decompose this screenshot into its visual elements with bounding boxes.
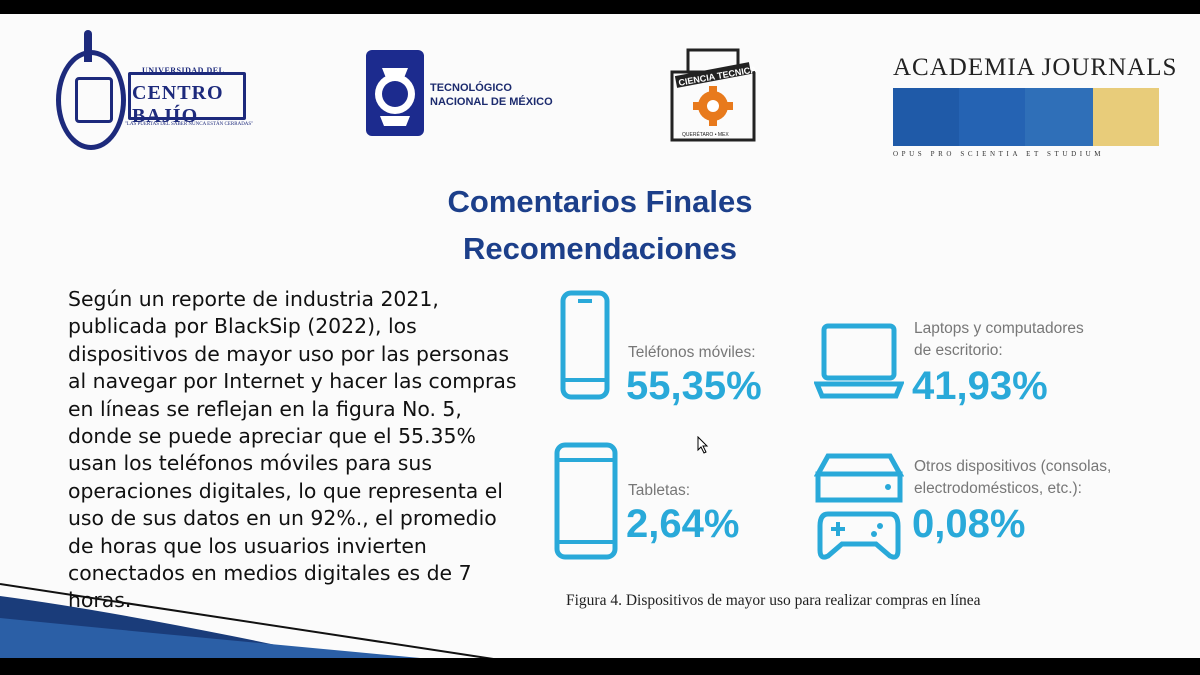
academia-journals-logo: ACADEMIA JOURNALS OPUS PRO SCIENTIA ET S… <box>893 54 1176 160</box>
ucb-top-line: UNIVERSIDAD DEL <box>142 66 225 75</box>
academia-color-bar <box>893 88 1159 146</box>
slide-title: Comentarios Finales <box>447 184 753 219</box>
shield-icon <box>56 50 126 150</box>
smartphone-icon <box>560 290 610 400</box>
gear-emblem-icon <box>670 48 756 142</box>
ucb-banner <box>128 72 246 120</box>
item-value-tablets: 2,64% <box>626 502 740 546</box>
academia-motto: OPUS PRO SCIENTIA ET STUDIUM <box>893 150 1105 158</box>
item-value-phones: 55,35% <box>626 364 762 408</box>
tecnm-line2: NACIONAL DE MÉXICO <box>430 96 553 108</box>
laptop-icon <box>814 323 904 399</box>
tablet-icon <box>554 442 618 560</box>
academia-title: ACADEMIA JOURNALS <box>893 54 1178 81</box>
body-paragraph: Según un reporte de industria 2021, publ… <box>68 287 517 613</box>
item-label-tablets: Tabletas: <box>628 482 691 499</box>
item-value-other: 0,08% <box>912 502 1026 546</box>
ctq-place: QUERÉTARO • MEX <box>682 132 729 138</box>
presentation-slide: UNIVERSIDAD DEL CENTRO BAJÍO "LAS PUERTA… <box>0 14 1200 658</box>
tecnm-emblem-icon <box>366 50 424 136</box>
figure-caption: Figura 4. Dispositivos de mayor uso para… <box>566 592 981 609</box>
ucb-logo: UNIVERSIDAD DEL CENTRO BAJÍO "LAS PUERTA… <box>52 30 254 165</box>
mouse-cursor-icon <box>697 436 709 454</box>
item-value-laptops: 41,93% <box>912 364 1048 408</box>
ucb-motto: "LAS PUERTAS DEL SABER NUNCA ESTÁN CERRA… <box>124 122 254 127</box>
item-label-phones: Teléfonos móviles: <box>628 344 756 361</box>
tecnm-line1: TECNOLÓGICO <box>430 82 512 94</box>
tecnm-logo: TECNOLÓGICO NACIONAL DE MÉXICO <box>362 48 562 140</box>
ucb-name: CENTRO BAJÍO <box>132 82 224 127</box>
ciencia-tecnica-logo: CIENCIA TECNICA QUERÉTARO • MEX <box>668 42 758 144</box>
item-label-laptops: Laptops y computadores de escritorio: <box>914 320 1084 359</box>
decorative-swoosh <box>0 583 494 658</box>
slide-subtitle: Recomendaciones <box>463 231 737 266</box>
console-icon <box>814 453 904 560</box>
devices-infographic: Teléfonos móviles: 55,35% Laptops y comp… <box>550 290 1150 560</box>
torch-icon <box>84 30 92 62</box>
item-label-other: Otros dispositivos (consolas, electrodom… <box>914 458 1112 497</box>
